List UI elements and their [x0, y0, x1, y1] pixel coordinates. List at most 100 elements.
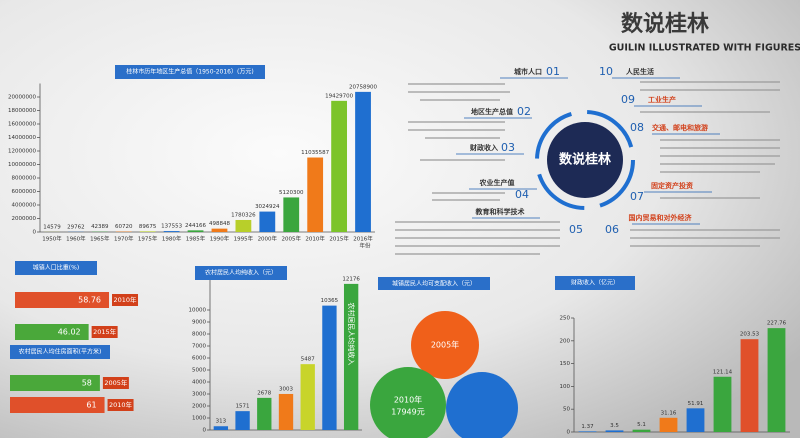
bar: [259, 211, 276, 232]
bar: [300, 364, 315, 430]
item-label: 城市人口: [514, 67, 542, 76]
panel-title: 城镇居民人均可支配收入（元）: [392, 280, 476, 288]
chart-title: 财政收入（亿元）: [571, 279, 619, 287]
item-label: 财政收入: [469, 143, 498, 152]
bar: [686, 408, 705, 432]
y-tick-label: 14000000: [8, 135, 36, 141]
value-label: 58.76: [78, 296, 101, 305]
bar: [713, 376, 732, 432]
value-label: 60720: [115, 224, 133, 230]
bar: [10, 397, 105, 413]
bar: [235, 411, 250, 430]
value-label: 137553: [161, 224, 182, 230]
title-box: [378, 277, 490, 290]
chart-title: 城镇人口比重(%): [33, 264, 79, 272]
y-tick-label: 20000000: [8, 95, 36, 101]
paragraph-lines: [395, 81, 780, 255]
category-box: [112, 294, 139, 306]
bar: [355, 91, 371, 232]
x-tick-label: 1950年: [42, 235, 62, 243]
chart-title: 农村居民人均住房面积(平方米): [19, 348, 102, 356]
center-badge: [535, 110, 635, 210]
value-label: 244166: [185, 223, 206, 229]
title-box: [115, 65, 265, 79]
chart-title: 农村居民人均纯收入（元）: [205, 269, 277, 277]
y-tick-label: 2000: [192, 404, 206, 410]
y-tick-label: 150: [560, 361, 571, 367]
income-circle: [446, 372, 518, 438]
y-tick-label: 4000: [192, 380, 206, 386]
bar: [257, 397, 272, 430]
bar: [632, 429, 651, 432]
title-box: [555, 276, 635, 290]
x-tick-label: 2015年: [329, 235, 349, 243]
x-tick-label: 2000年: [258, 235, 278, 243]
x-tick-label: 1990年: [210, 235, 230, 243]
header-title: 数说桂林: [621, 11, 709, 37]
category-box: [91, 326, 118, 338]
value-label: 29762: [67, 224, 85, 230]
y-tick-label: 0: [33, 230, 37, 236]
y-tick-label: 3000: [192, 392, 206, 398]
bar: [15, 292, 110, 308]
item-number: 01: [546, 65, 560, 78]
y-tick-label: 2000000: [12, 216, 37, 222]
y-tick-label: 5000: [192, 368, 206, 374]
y-tick-label: 6000000: [12, 189, 37, 195]
x-tick-label: 1960年: [66, 235, 86, 243]
y-tick-label: 9000: [192, 320, 206, 326]
bar: [343, 283, 359, 430]
value-label: 5487: [301, 357, 315, 363]
bar: [331, 100, 348, 233]
value-label: 89675: [139, 224, 157, 230]
value-label: 31.16: [661, 410, 677, 416]
y-tick-label: 18000000: [8, 108, 36, 114]
category-label: 2010年: [113, 295, 137, 304]
value-label: 3024924: [255, 204, 280, 210]
item-number: 03: [501, 141, 515, 154]
title-box: [15, 261, 97, 275]
item-label: 工业生产: [648, 95, 676, 104]
value-label: 121.14: [713, 369, 733, 375]
value-label: 3003: [279, 386, 293, 392]
y-tick-label: 12000000: [8, 149, 36, 155]
bar: [15, 324, 89, 340]
value-label: 498848: [209, 221, 230, 227]
category-label: 2005年: [104, 378, 128, 387]
y-tick-label: 10000000: [8, 162, 36, 168]
bar: [211, 228, 228, 232]
value-label: 10365: [321, 298, 339, 304]
item-label: 人民生活: [626, 67, 654, 76]
bar: [235, 219, 252, 232]
y-tick-label: 0: [567, 430, 571, 436]
y-tick-label: 200: [560, 338, 571, 344]
bar: [307, 157, 324, 232]
y-tick-label: 50: [563, 407, 570, 413]
circle-label: 2005年: [431, 340, 459, 350]
x-axis-label: 年份: [359, 242, 371, 250]
bar: [767, 328, 786, 432]
x-tick-label: 2016年: [353, 235, 373, 243]
value-label: 46.02: [58, 328, 81, 337]
x-tick-label: 1995年: [234, 235, 254, 243]
y-tick-label: 8000000: [12, 176, 37, 182]
header-subtitle: GUILIN ILLUSTRATED WITH FIGURES: [609, 43, 800, 54]
y-tick-label: 1000: [192, 416, 206, 422]
value-label: 12176: [342, 276, 360, 282]
bar: [740, 339, 759, 432]
value-label: 2678: [257, 390, 271, 396]
item-number: 07: [630, 190, 644, 203]
bar: [605, 430, 624, 432]
x-tick-label: 1965年: [90, 235, 110, 243]
x-tick-label: 2005年: [282, 235, 302, 243]
y-tick-label: 0: [203, 428, 207, 434]
chart-title: 桂林市历年地区生产总值（1950-2016）(万元): [126, 68, 253, 76]
category-label: 2010年: [109, 400, 133, 409]
y-tick-label: 8000: [192, 332, 206, 338]
value-label: 203.53: [740, 332, 760, 338]
value-label: 51.91: [688, 401, 704, 407]
x-tick-label: 1970年: [114, 235, 134, 243]
badge-text: 数说桂林: [559, 152, 611, 168]
y-tick-label: 4000000: [12, 203, 37, 209]
y-tick-label: 10000: [189, 308, 207, 314]
